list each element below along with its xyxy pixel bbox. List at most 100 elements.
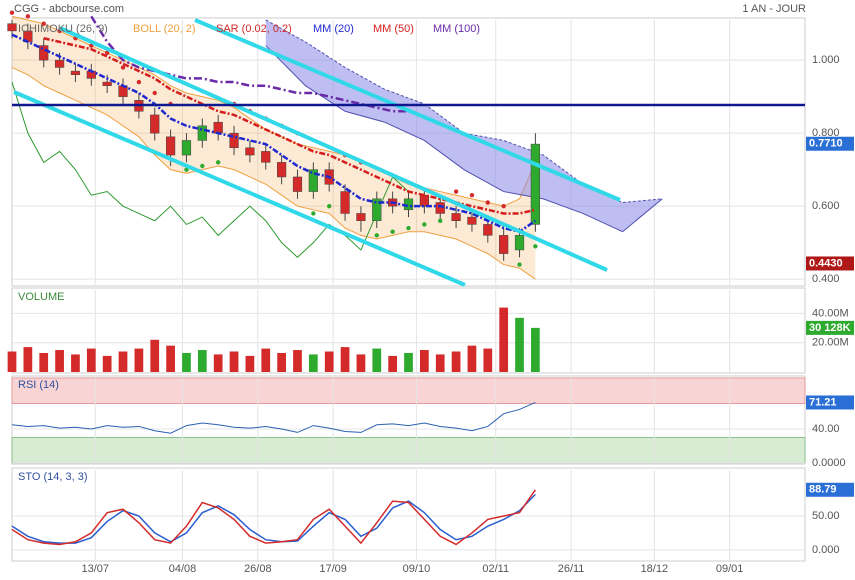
- volume-bar: [55, 350, 64, 372]
- y-tick-label: 0.400: [812, 273, 840, 285]
- x-tick-label: 09/01: [716, 563, 744, 575]
- candle-body: [197, 125, 207, 141]
- sar-dot: [422, 222, 427, 227]
- candle-body: [39, 45, 49, 61]
- sar-dot: [374, 233, 379, 238]
- period: 1 AN - JOUR: [742, 3, 806, 15]
- candle-body: [7, 23, 17, 32]
- volume-bar: [308, 354, 318, 372]
- volume-bar: [388, 355, 398, 372]
- x-tick-label: 09/10: [403, 563, 431, 575]
- sto-line: [11, 493, 536, 544]
- rsi-line: [11, 402, 536, 434]
- candle-body: [245, 147, 255, 156]
- value-tag: [806, 482, 854, 497]
- candle-body: [292, 176, 303, 192]
- sar-dot: [25, 14, 31, 19]
- moving-average: [43, 37, 536, 215]
- sar-dot: [501, 203, 506, 209]
- volume-bar: [7, 351, 17, 372]
- sar-dot: [9, 10, 15, 15]
- legend-entry: MM (100): [433, 23, 480, 35]
- sar-dot: [184, 167, 189, 172]
- moving-average: [90, 15, 409, 113]
- volume-bar: [229, 351, 239, 372]
- sar-dot: [438, 218, 443, 223]
- sar-dot: [104, 50, 110, 56]
- volume-bar: [118, 351, 128, 372]
- sar-dot: [120, 65, 126, 70]
- sar-dot: [406, 225, 411, 231]
- moving-average: [11, 33, 537, 234]
- ichimoku-cloud: [265, 20, 663, 232]
- sar-dot: [215, 160, 221, 165]
- sar-dot: [469, 193, 475, 198]
- y-tick-label: 1.000: [812, 54, 840, 66]
- value-tag-label: 30 128K: [809, 322, 851, 334]
- trend-line: [13, 90, 466, 287]
- candle-body: [102, 81, 112, 86]
- volume-bar: [102, 355, 112, 372]
- volume-bar: [261, 348, 271, 372]
- y-tick-label: 20.00M: [812, 337, 849, 349]
- trend-line: [194, 18, 621, 202]
- x-tick-label: 13/07: [81, 563, 109, 575]
- sto-line: [11, 489, 536, 546]
- volume-bar: [467, 345, 477, 372]
- volume-bar: [182, 352, 191, 372]
- y-tick-label: 0.600: [812, 200, 840, 212]
- volume-bar: [166, 345, 175, 372]
- candle-body: [514, 235, 525, 251]
- legend-entry: ICHIMOKU (26, 9): [18, 23, 108, 35]
- x-tick-label: 17/09: [319, 563, 347, 575]
- candle-body: [181, 140, 192, 156]
- value-tag-label: 0.4430: [809, 257, 843, 269]
- value-tag-label: 71.21: [809, 396, 837, 408]
- chart-title: CGG - abcbourse.com: [14, 3, 124, 15]
- candle-body: [499, 235, 509, 254]
- candle-body: [213, 121, 223, 134]
- candle-body: [229, 132, 239, 149]
- volume-bar: [324, 351, 334, 372]
- panel-title: STO (14, 3, 3): [18, 471, 88, 483]
- volume-bar: [404, 352, 413, 372]
- volume-bar: [23, 347, 33, 372]
- panel-frame: [11, 467, 806, 562]
- volume-bar: [293, 350, 302, 372]
- legend-entry: MM (20): [313, 23, 354, 35]
- volume-bar: [213, 354, 223, 372]
- y-tick-label: 0.000: [812, 544, 840, 556]
- panel-title: VOLUME: [18, 291, 64, 303]
- candle-body: [483, 224, 493, 236]
- volume-bar: [71, 354, 80, 372]
- volume-bar: [197, 350, 207, 372]
- x-tick-label: 26/11: [558, 563, 585, 575]
- candle-body: [356, 213, 366, 222]
- trend-line: [59, 26, 608, 272]
- candle-body: [277, 162, 287, 178]
- sar-dot: [200, 163, 205, 169]
- x-tick-label: 02/11: [482, 563, 509, 575]
- volume-bar: [451, 351, 461, 372]
- sar-dot: [311, 211, 316, 216]
- volume-bar: [515, 317, 524, 372]
- bollinger-lower: [11, 66, 536, 280]
- volume-bar: [340, 347, 350, 372]
- y-tick-label: 0.800: [812, 127, 840, 139]
- value-tag: [806, 136, 854, 151]
- volume-bar: [245, 355, 255, 372]
- volume-bar: [356, 354, 366, 372]
- x-tick-label: 26/08: [244, 563, 272, 575]
- y-tick-label: 50.00: [812, 510, 840, 522]
- candle-body: [372, 198, 382, 222]
- bollinger-upper: [11, 15, 536, 207]
- legend-entry: MM (50): [373, 23, 414, 35]
- x-tick-label: 18/12: [641, 563, 669, 575]
- y-tick-label: 40.00: [812, 423, 840, 435]
- value-tag: [806, 320, 854, 335]
- volume-bar: [419, 350, 429, 372]
- legend-entry: BOLL (20, 2): [133, 23, 196, 35]
- volume-bar: [483, 348, 493, 372]
- volume-bar: [86, 348, 96, 372]
